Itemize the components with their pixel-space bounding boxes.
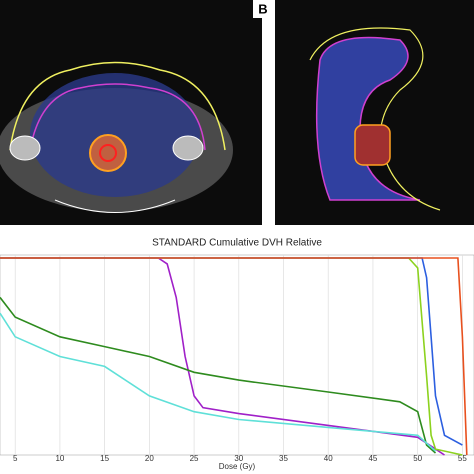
plot-area (0, 254, 474, 456)
x-tick-label: 30 (234, 454, 243, 463)
x-tick-label: 5 (13, 454, 18, 463)
dvh-line (0, 312, 437, 452)
panel-label: B (258, 1, 267, 16)
x-tick-label: 50 (413, 454, 422, 463)
dvh-line (0, 257, 468, 456)
x-tick-label: 20 (145, 454, 154, 463)
x-tick-label: 55 (458, 454, 467, 463)
dvh-line (0, 296, 437, 454)
x-tick-label: 15 (100, 454, 109, 463)
x-tick-label: 35 (279, 454, 288, 463)
x-tick-label: 10 (55, 454, 64, 463)
x-tick-label: 25 (190, 454, 199, 463)
x-axis-label: Dose (Gy) (219, 462, 256, 471)
panel-label-box (253, 0, 273, 18)
chart-title: STANDARD Cumulative DVH Relative (152, 238, 322, 249)
x-tick-label: 40 (324, 454, 333, 463)
dvh-line (0, 257, 445, 456)
x-tick-label: 45 (368, 454, 377, 463)
ct-sagittal (275, 0, 474, 225)
ct-axial (0, 0, 262, 225)
